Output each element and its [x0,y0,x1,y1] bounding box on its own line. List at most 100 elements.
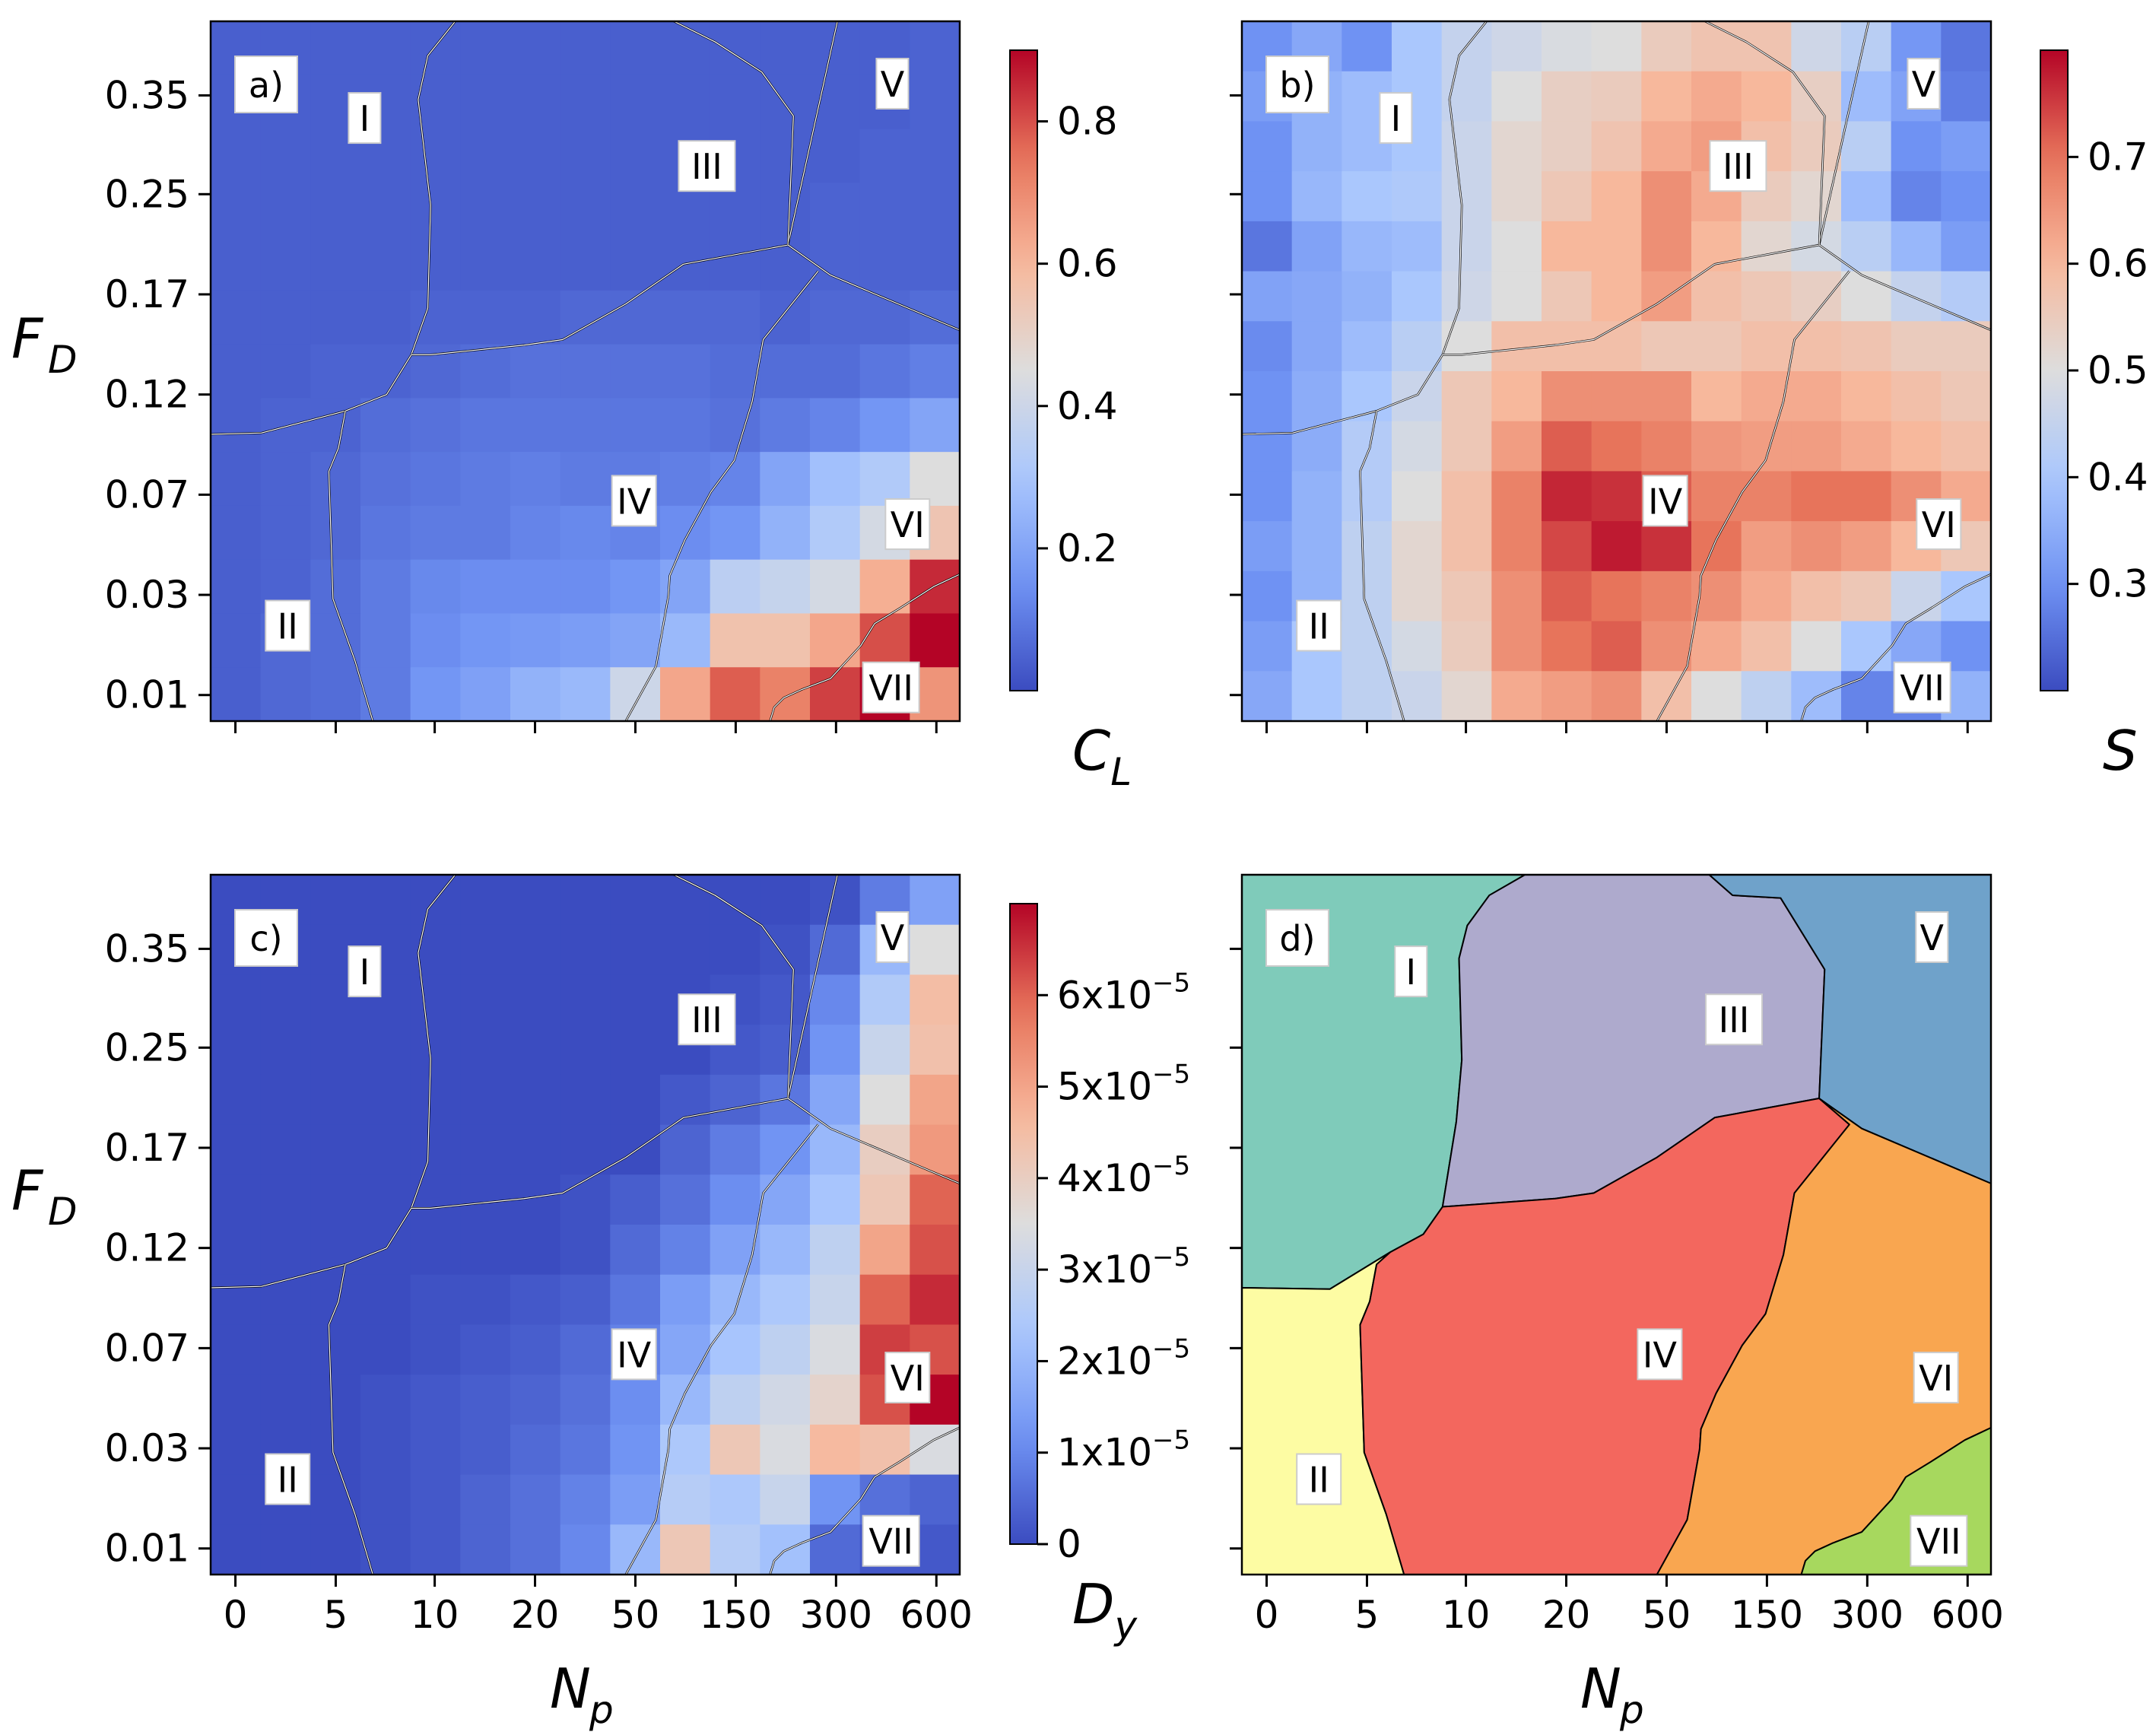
y-tick-label: 0.01 [105,673,189,717]
x-ticks-b [1265,721,1969,733]
y-tick-label: 0.03 [105,573,189,617]
heatmap-cell [1441,671,1492,722]
heatmap-cell [910,1225,961,1276]
x-tick-label: 10 [411,1593,459,1637]
heatmap-cell [1691,471,1742,522]
heatmap-cell [1691,521,1742,572]
heatmap-cell [310,1424,361,1476]
heatmap-cell [360,505,411,561]
heatmap-cell [1841,171,1892,222]
heatmap-cell [560,1374,611,1425]
heatmap-cell [360,875,411,926]
heatmap-cell [1242,570,1293,622]
colorbar-tick-label: 0.5 [2088,348,2148,392]
heatmap-cell [360,1474,411,1525]
heatmap-cell [1591,221,1642,272]
colorbar-label-sub: L [1110,750,1132,794]
heatmap-cell [910,1174,961,1225]
heatmap-cell [810,974,861,1025]
heatmap-cell [211,1324,262,1375]
heatmap-cell [660,1324,711,1375]
heatmap-cell [1392,421,1443,472]
heatmap-cell [910,344,961,399]
heatmap-cell [610,1374,661,1425]
heatmap-cell [1941,321,1992,372]
colorbar-tick-exponent: −5 [1152,968,1190,998]
heatmap-cell [510,1324,561,1375]
heatmap-cell [859,974,910,1025]
y-axis-title: F [11,1158,44,1222]
region-label-VII: VII [1893,661,1951,713]
heatmap-cell [1791,271,1842,322]
heatmap-cell [510,1424,561,1476]
heatmap-cell [1491,570,1542,622]
region-label-text: III [691,146,722,187]
heatmap-cell [1891,271,1942,322]
heatmap-cell [859,290,910,345]
heatmap-cell [360,290,411,345]
heatmap-cell [211,1474,262,1525]
region-label-text: VII [1916,1521,1961,1562]
heatmap-cell [1641,671,1692,722]
heatmap-cell [460,237,511,291]
heatmap-cell [1791,521,1842,572]
heatmap-cell [510,183,561,237]
heatmap-cell [211,1274,262,1326]
heatmap-cell [1591,671,1642,722]
heatmap-cell [1941,371,1992,422]
heatmap-cell [1741,271,1792,322]
heatmap-cell [410,1124,461,1175]
heatmap-cell [1741,321,1792,372]
heatmap-cell [710,1225,760,1276]
heatmap-cell [560,129,611,183]
y-ticks-b [1230,94,1242,697]
heatmap-cell [810,924,861,976]
heatmap-cell [460,1025,511,1076]
heatmap-cell [460,505,511,561]
heatmap-cell [260,1025,311,1076]
heatmap-cell [710,1324,760,1375]
plot-frame-a [209,20,961,723]
y-tick-label: 0.12 [105,373,189,417]
heatmap-cell [710,505,760,561]
heatmap-cell [510,505,561,561]
heatmap-cell [1291,521,1342,572]
heatmap-cell [410,505,461,561]
heatmap-cell [510,290,561,345]
heatmap-cell [410,129,461,183]
region-label-text: VII [868,1521,913,1562]
region-label-text: I [1406,952,1417,993]
region-label-II: II [265,599,311,652]
phase-boundary [626,1124,818,1575]
heatmap-cell [1491,21,1542,72]
heatmap-cell [660,75,711,130]
heatmap-cell [810,1074,861,1126]
heatmap-cell [1691,321,1742,372]
heatmap-cell [710,1074,760,1126]
heatmap-cell [1791,621,1842,672]
heatmap-cell [1291,171,1342,222]
heatmap-cell [1591,171,1642,222]
x-tick-label: 10 [1442,1593,1491,1637]
heatmap-cell [810,1474,861,1525]
heatmap-cell [1392,321,1443,372]
heatmap-cell [410,237,461,291]
heatmap-cell [1342,271,1392,322]
heatmap-cell [1392,521,1443,572]
heatmap-cell [610,1274,661,1326]
heatmap-cell [1342,171,1392,222]
colorbar-tick-label: 0.4 [1057,384,1118,428]
heatmap-cell [859,1074,910,1126]
heatmap-cell [859,1025,910,1076]
heatmap-cell [360,1074,411,1126]
panel-label-text: c) [249,918,282,959]
heatmap-cell [1591,371,1642,422]
heatmap-cell [710,1424,760,1476]
heatmap-cell [710,613,760,668]
heatmap-cell [510,924,561,976]
heatmap-cell [360,1174,411,1225]
heatmap-cell [560,667,611,722]
x-axis-title-sub: p [589,1688,614,1732]
heatmap-cell [1291,221,1342,272]
heatmap-cell [1242,271,1293,322]
